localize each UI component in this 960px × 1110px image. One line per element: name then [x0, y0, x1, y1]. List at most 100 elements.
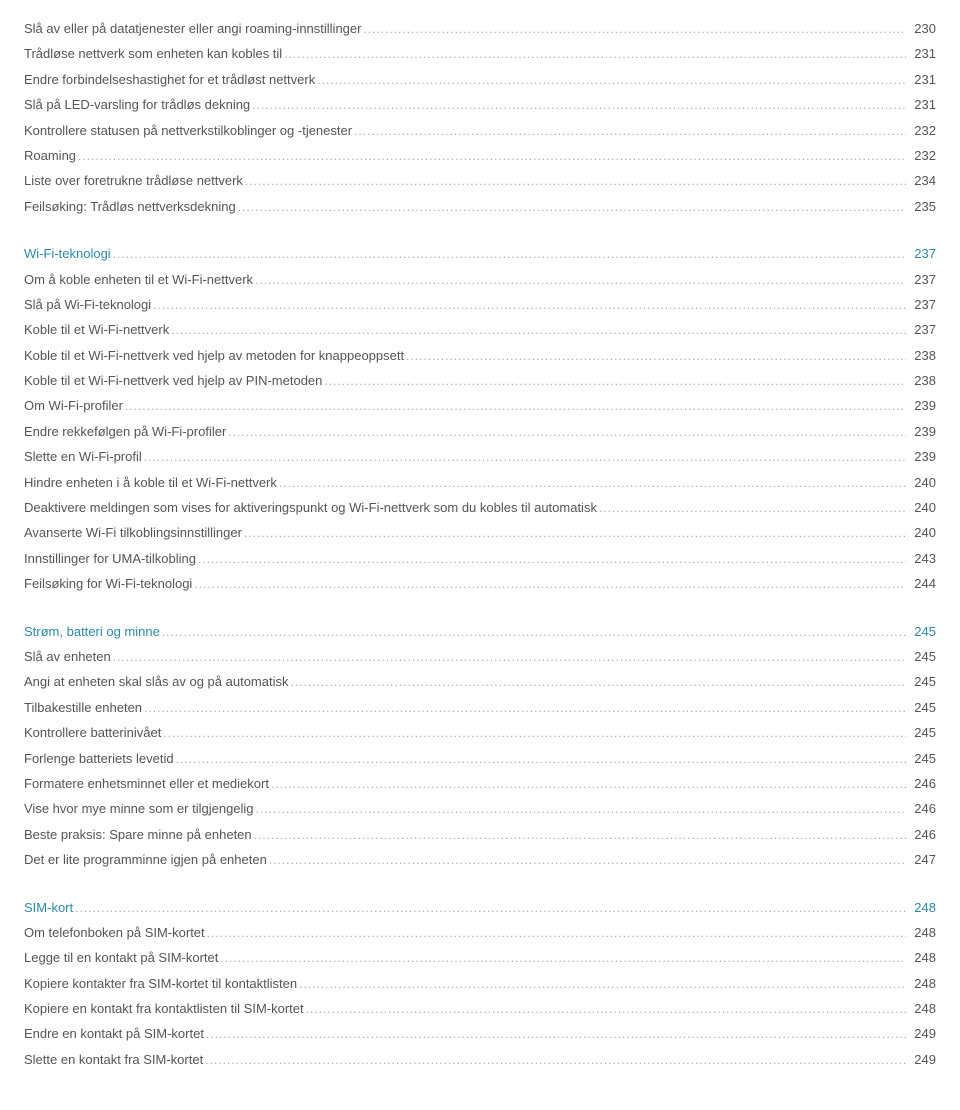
- toc-row-2-1[interactable]: Angi at enheten skal slås av og på autom…: [24, 669, 936, 694]
- toc-leader-dots: ........................................…: [324, 370, 906, 393]
- toc-leader-dots: ........................................…: [75, 897, 906, 920]
- toc-entry-label: Kontrollere batterinivået: [24, 720, 161, 745]
- toc-row-1-8[interactable]: Hindre enheten i å koble til et Wi-Fi-ne…: [24, 470, 936, 495]
- toc-leader-dots: ........................................…: [198, 548, 906, 571]
- toc-leader-dots: ........................................…: [269, 849, 906, 872]
- toc-leader-dots: ........................................…: [317, 69, 906, 92]
- toc-row-1-2[interactable]: Koble til et Wi-Fi-nettverk.............…: [24, 317, 936, 342]
- toc-leader-dots: ........................................…: [255, 269, 906, 292]
- toc-page-number: 245: [908, 746, 936, 771]
- toc-row-1-7[interactable]: Slette en Wi-Fi-profil..................…: [24, 444, 936, 469]
- toc-row-0-0[interactable]: Slå av eller på datatjenester eller angi…: [24, 16, 936, 41]
- toc-page-number: 232: [908, 143, 936, 168]
- toc-entry-label: Slette en Wi-Fi-profil: [24, 444, 142, 469]
- toc-row-1-6[interactable]: Endre rekkefølgen på Wi-Fi-profiler.....…: [24, 419, 936, 444]
- toc-entry-label: Slå av enheten: [24, 644, 111, 669]
- toc-leader-dots: ........................................…: [228, 421, 906, 444]
- toc-row-3-3[interactable]: Kopiere en kontakt fra kontaktlisten til…: [24, 996, 936, 1021]
- toc-page-number: 248: [908, 945, 936, 970]
- toc-page-number: 245: [908, 619, 936, 644]
- toc-leader-dots: ........................................…: [254, 824, 906, 847]
- toc-row-1-9[interactable]: Deaktivere meldingen som vises for aktiv…: [24, 495, 936, 520]
- toc-page-number: 249: [908, 1021, 936, 1046]
- toc-page-number: 240: [908, 520, 936, 545]
- toc-page-number: 231: [908, 67, 936, 92]
- toc-leader-dots: ........................................…: [406, 345, 906, 368]
- toc-page-number: 239: [908, 419, 936, 444]
- toc-row-2-2[interactable]: Tilbakestille enheten...................…: [24, 695, 936, 720]
- toc-page-number: 245: [908, 644, 936, 669]
- toc-entry-label: Roaming: [24, 143, 76, 168]
- toc-page-number: 240: [908, 470, 936, 495]
- toc-page-number: 240: [908, 495, 936, 520]
- toc-page-number: 235: [908, 194, 936, 219]
- toc-row-2-4[interactable]: Forlenge batteriets levetid.............…: [24, 746, 936, 771]
- toc-entry-label: Angi at enheten skal slås av og på autom…: [24, 669, 289, 694]
- toc-row-0-5[interactable]: Roaming.................................…: [24, 143, 936, 168]
- toc-row-1-10[interactable]: Avanserte Wi-Fi tilkoblingsinnstillinger…: [24, 520, 936, 545]
- toc-page-number: 244: [908, 571, 936, 596]
- toc-row-3-4[interactable]: Endre en kontakt på SIM-kortet..........…: [24, 1021, 936, 1046]
- toc-row-1-12[interactable]: Feilsøking for Wi-Fi-teknologi..........…: [24, 571, 936, 596]
- toc-page-number: 234: [908, 168, 936, 193]
- toc-row-0-1[interactable]: Trådløse nettverk som enheten kan kobles…: [24, 41, 936, 66]
- toc-entry-label: Tilbakestille enheten: [24, 695, 142, 720]
- toc-entry-label: Koble til et Wi-Fi-nettverk ved hjelp av…: [24, 368, 322, 393]
- toc-entry-label: Slå på Wi-Fi-teknologi: [24, 292, 151, 317]
- toc-row-0-3[interactable]: Slå på LED-varsling for trådløs dekning.…: [24, 92, 936, 117]
- toc-leader-dots: ........................................…: [291, 671, 907, 694]
- toc-row-heading-3[interactable]: SIM-kort................................…: [24, 895, 936, 920]
- toc-leader-dots: ........................................…: [206, 1023, 906, 1046]
- toc-leader-dots: ........................................…: [205, 1049, 906, 1072]
- toc-entry-label: Avanserte Wi-Fi tilkoblingsinnstillinger: [24, 520, 242, 545]
- toc-entry-label: Om å koble enheten til et Wi-Fi-nettverk: [24, 267, 253, 292]
- toc-row-0-7[interactable]: Feilsøking: Trådløs nettverksdekning....…: [24, 194, 936, 219]
- toc-leader-dots: ........................................…: [363, 18, 906, 41]
- toc-leader-dots: ........................................…: [207, 922, 906, 945]
- toc-page-number: 237: [908, 317, 936, 342]
- toc-leader-dots: ........................................…: [256, 798, 906, 821]
- toc-entry-label: Formatere enhetsminnet eller et mediekor…: [24, 771, 269, 796]
- toc-entry-label: Deaktivere meldingen som vises for aktiv…: [24, 495, 597, 520]
- toc-entry-label: Kopiere kontakter fra SIM-kortet til kon…: [24, 971, 297, 996]
- toc-leader-dots: ........................................…: [194, 573, 906, 596]
- toc-row-heading-2[interactable]: Strøm, batteri og minne.................…: [24, 619, 936, 644]
- toc-leader-dots: ........................................…: [163, 722, 906, 745]
- toc-entry-label: Kontrollere statusen på nettverkstilkobl…: [24, 118, 352, 143]
- toc-row-2-0[interactable]: Slå av enheten..........................…: [24, 644, 936, 669]
- toc-page-number: 247: [908, 847, 936, 872]
- toc-row-2-3[interactable]: Kontrollere batterinivået...............…: [24, 720, 936, 745]
- toc-row-3-0[interactable]: Om telefonboken på SIM-kortet...........…: [24, 920, 936, 945]
- toc-leader-dots: ........................................…: [144, 446, 906, 469]
- toc-row-1-1[interactable]: Slå på Wi-Fi-teknologi..................…: [24, 292, 936, 317]
- toc-row-0-6[interactable]: Liste over foretrukne trådløse nettverk.…: [24, 168, 936, 193]
- toc-row-3-1[interactable]: Legge til en kontakt på SIM-kortet......…: [24, 945, 936, 970]
- toc-row-2-7[interactable]: Beste praksis: Spare minne på enheten...…: [24, 822, 936, 847]
- toc-leader-dots: ........................................…: [171, 319, 906, 342]
- toc-entry-label: Slå av eller på datatjenester eller angi…: [24, 16, 361, 41]
- toc-row-1-5[interactable]: Om Wi-Fi-profiler.......................…: [24, 393, 936, 418]
- toc-leader-dots: ........................................…: [279, 472, 906, 495]
- toc-row-2-5[interactable]: Formatere enhetsminnet eller et mediekor…: [24, 771, 936, 796]
- toc-page-number: 231: [908, 41, 936, 66]
- toc-row-3-5[interactable]: Slette en kontakt fra SIM-kortet........…: [24, 1047, 936, 1072]
- toc-entry-label: Slå på LED-varsling for trådløs dekning: [24, 92, 250, 117]
- toc-section: SIM-kort................................…: [24, 895, 936, 1073]
- toc-row-1-11[interactable]: Innstillinger for UMA-tilkobling........…: [24, 546, 936, 571]
- toc-row-2-8[interactable]: Det er lite programminne igjen på enhete…: [24, 847, 936, 872]
- toc-entry-label: Feilsøking for Wi-Fi-teknologi: [24, 571, 192, 596]
- toc-entry-label: Hindre enheten i å koble til et Wi-Fi-ne…: [24, 470, 277, 495]
- toc-row-0-4[interactable]: Kontrollere statusen på nettverkstilkobl…: [24, 118, 936, 143]
- table-of-contents: Slå av eller på datatjenester eller angi…: [24, 16, 936, 1072]
- toc-row-1-3[interactable]: Koble til et Wi-Fi-nettverk ved hjelp av…: [24, 343, 936, 368]
- toc-row-1-4[interactable]: Koble til et Wi-Fi-nettverk ved hjelp av…: [24, 368, 936, 393]
- toc-row-1-0[interactable]: Om å koble enheten til et Wi-Fi-nettverk…: [24, 267, 936, 292]
- toc-row-3-2[interactable]: Kopiere kontakter fra SIM-kortet til kon…: [24, 971, 936, 996]
- toc-row-2-6[interactable]: Vise hvor mye minne som er tilgjengelig.…: [24, 796, 936, 821]
- toc-page-number: 249: [908, 1047, 936, 1072]
- toc-row-heading-1[interactable]: Wi-Fi-teknologi.........................…: [24, 241, 936, 266]
- toc-leader-dots: ........................................…: [354, 120, 906, 143]
- toc-page-number: 237: [908, 292, 936, 317]
- toc-page-number: 245: [908, 720, 936, 745]
- toc-row-0-2[interactable]: Endre forbindelseshastighet for et trådl…: [24, 67, 936, 92]
